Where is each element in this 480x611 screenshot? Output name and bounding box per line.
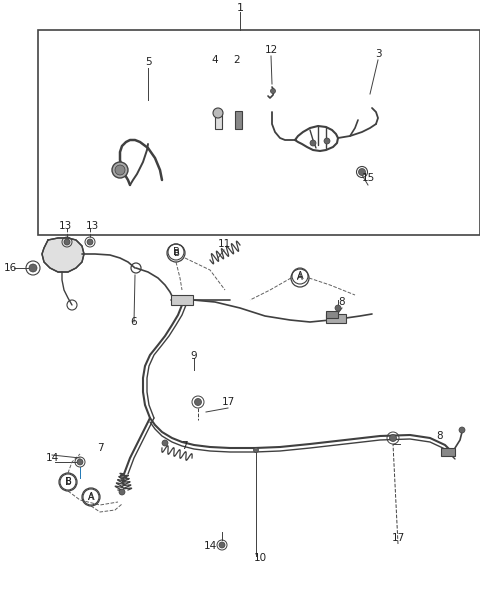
Bar: [326, 313, 346, 323]
Circle shape: [194, 398, 202, 406]
Circle shape: [213, 108, 223, 118]
Text: 13: 13: [59, 221, 72, 231]
Circle shape: [324, 138, 330, 144]
Text: 17: 17: [221, 397, 235, 407]
Text: A: A: [297, 271, 303, 281]
Text: 2: 2: [234, 55, 240, 65]
Circle shape: [87, 239, 93, 245]
Text: 6: 6: [131, 317, 137, 327]
Circle shape: [77, 459, 83, 465]
Text: 1: 1: [237, 3, 243, 13]
Circle shape: [359, 169, 365, 175]
Text: 16: 16: [3, 263, 17, 273]
Circle shape: [119, 489, 125, 495]
Circle shape: [253, 447, 259, 453]
Bar: [441, 448, 455, 456]
Polygon shape: [42, 238, 84, 272]
Text: B: B: [173, 249, 179, 257]
Text: 14: 14: [204, 541, 216, 551]
Text: 8: 8: [339, 297, 345, 307]
Text: 3: 3: [375, 49, 381, 59]
Text: B: B: [173, 247, 180, 257]
Text: 13: 13: [85, 221, 98, 231]
Circle shape: [271, 89, 276, 93]
Bar: [215, 111, 221, 129]
Circle shape: [64, 239, 70, 245]
Circle shape: [112, 162, 128, 178]
Text: 7: 7: [180, 441, 187, 451]
Bar: [326, 310, 338, 318]
Text: 8: 8: [437, 431, 444, 441]
Circle shape: [310, 140, 316, 146]
Text: A: A: [88, 492, 94, 502]
Circle shape: [115, 165, 125, 175]
Text: A: A: [297, 274, 303, 282]
Text: 9: 9: [191, 351, 197, 361]
Circle shape: [389, 434, 396, 442]
Text: 17: 17: [391, 533, 405, 543]
Bar: [38, 30, 480, 235]
Circle shape: [335, 305, 341, 311]
Circle shape: [29, 264, 37, 272]
Text: 7: 7: [96, 443, 103, 453]
Text: 12: 12: [264, 45, 277, 55]
Bar: [235, 111, 241, 129]
Circle shape: [219, 542, 225, 548]
Circle shape: [162, 440, 168, 446]
Text: 14: 14: [46, 453, 59, 463]
Text: A: A: [88, 492, 94, 502]
Text: 4: 4: [212, 55, 218, 65]
Text: 11: 11: [217, 239, 230, 249]
Text: 10: 10: [253, 553, 266, 563]
Text: 15: 15: [361, 173, 374, 183]
Text: B: B: [65, 478, 71, 486]
Text: B: B: [65, 477, 72, 487]
Bar: [171, 295, 193, 305]
Text: 5: 5: [144, 57, 151, 67]
Circle shape: [459, 427, 465, 433]
